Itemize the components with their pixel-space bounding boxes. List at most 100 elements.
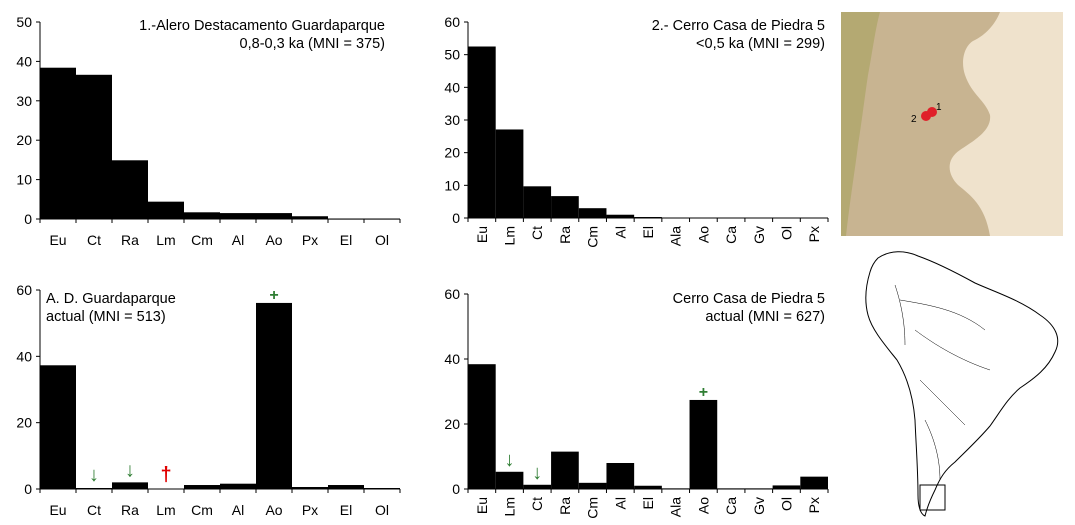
bar-ca — [717, 488, 745, 490]
x-tick-label: Ca — [723, 497, 739, 515]
x-tick-label: Ol — [778, 497, 794, 511]
chart-title-line: Cerro Casa de Piedra 5 — [673, 291, 825, 307]
bar-ra — [551, 451, 579, 489]
bar-px — [292, 216, 328, 219]
chart-title-line: actual (MNI = 513) — [46, 309, 166, 325]
south-america-map — [865, 251, 1059, 517]
x-tick-label: Eu — [49, 502, 66, 518]
x-tick-label: Ala — [668, 497, 684, 517]
y-tick-label: 30 — [16, 93, 32, 109]
bar-gv — [744, 488, 773, 490]
x-tick-label: Ra — [121, 232, 139, 248]
x-tick-label: Ra — [557, 226, 573, 244]
y-tick-label: 20 — [16, 132, 32, 148]
x-tick-label: Lm — [156, 232, 175, 248]
x-tick-label: Px — [302, 502, 318, 518]
y-tick-label: 0 — [452, 481, 460, 497]
chart-title-line: A. D. Guardaparque — [46, 291, 176, 307]
bar-ol — [364, 488, 400, 490]
chart-panel-3: 0 20 40 60 Eu Ct Ra Lm Cm Al Ao Px El Ol ↓ ↓ † + A. D. Gua… — [16, 282, 401, 518]
y-tick-label: 60 — [444, 286, 460, 302]
x-tick-label: Al — [232, 502, 244, 518]
x-tick-label: Ca — [723, 226, 739, 244]
x-tick-label: Ao — [265, 232, 282, 248]
x-tick-label: Al — [232, 232, 244, 248]
marker-lm: ↓ — [505, 449, 515, 471]
bar-ra — [112, 482, 148, 489]
y-tick-label: 30 — [444, 112, 460, 128]
x-tick-label: Gv — [751, 226, 767, 244]
chart-title-line: 1.-Alero Destacamento Guardaparque — [139, 18, 385, 34]
bar-lm — [495, 129, 524, 218]
x-tick-label: Px — [806, 226, 822, 242]
bar-al — [220, 483, 256, 489]
bar-ao — [256, 302, 292, 489]
bar-el — [634, 485, 662, 489]
bar-al — [606, 214, 635, 218]
x-tick-label: Cm — [585, 497, 601, 519]
x-tick-label: El — [640, 497, 656, 509]
bar-lm — [495, 471, 524, 489]
y-tick-label: 60 — [16, 282, 32, 298]
x-tick-label: Ao — [265, 502, 282, 518]
bar-eu — [468, 46, 496, 218]
regional-map-ocean — [990, 12, 1063, 236]
marker-ao: + — [269, 287, 278, 304]
bar-ol — [364, 218, 400, 220]
regional-map-andes — [841, 12, 880, 236]
y-tick-label: 0 — [24, 481, 32, 497]
regional-map-land — [841, 12, 1000, 236]
x-tick-label: Ol — [375, 232, 389, 248]
bar-el — [328, 218, 364, 220]
y-tick-label: 50 — [444, 47, 460, 63]
y-tick-label: 60 — [444, 14, 460, 30]
y-tick-label: 40 — [444, 351, 460, 367]
site-marker-1 — [927, 107, 937, 117]
x-tick-label: Cm — [191, 232, 213, 248]
bar-ra — [112, 160, 148, 219]
bar-ra — [551, 196, 579, 218]
site-label-2: 2 — [911, 114, 917, 125]
marker-ao: + — [699, 384, 708, 401]
bar-ct — [76, 488, 112, 490]
marker-lm: † — [160, 464, 171, 486]
site-label-1: 1 — [936, 102, 942, 113]
y-tick-label: 40 — [444, 79, 460, 95]
x-tick-label: Ao — [695, 226, 711, 243]
y-tick-label: 40 — [16, 53, 32, 69]
bar-lm — [148, 201, 184, 219]
bar-cm — [184, 212, 220, 219]
bar-el — [634, 217, 662, 219]
south-america-outline — [865, 251, 1059, 517]
bar-eu — [40, 67, 76, 219]
x-tick-label: Ct — [529, 497, 545, 511]
x-tick-label: Cm — [191, 502, 213, 518]
bar-eu — [468, 364, 496, 489]
x-tick-label: Ct — [87, 502, 101, 518]
x-tick-label: Lm — [156, 502, 175, 518]
x-tick-label: Cm — [585, 226, 601, 248]
y-tick-label: 20 — [444, 145, 460, 161]
x-tick-label: Eu — [49, 232, 66, 248]
bar-cm — [578, 208, 607, 218]
x-tick-label: Ol — [778, 226, 794, 240]
bar-al — [220, 213, 256, 219]
bar-ala — [661, 488, 690, 490]
x-tick-label: Px — [302, 232, 318, 248]
y-tick-label: 40 — [16, 348, 32, 364]
x-tick-label: Eu — [474, 497, 490, 514]
bar-px — [800, 476, 828, 489]
country-borders — [894, 284, 991, 481]
x-tick-label: Gv — [751, 497, 767, 515]
marker-ra: ↓ — [125, 459, 135, 481]
x-tick-label: Ra — [557, 497, 573, 515]
y-tick-label: 20 — [16, 415, 32, 431]
x-tick-label: Ao — [695, 497, 711, 514]
bar-al — [606, 463, 635, 489]
y-tick-label: 0 — [24, 211, 32, 227]
y-tick-label: 10 — [444, 177, 460, 193]
bar-ol — [772, 485, 801, 489]
chart-title-line: <0,5 ka (MNI = 299) — [696, 36, 825, 52]
x-tick-label: El — [340, 232, 352, 248]
regional-map: 1 2 — [841, 12, 1063, 236]
